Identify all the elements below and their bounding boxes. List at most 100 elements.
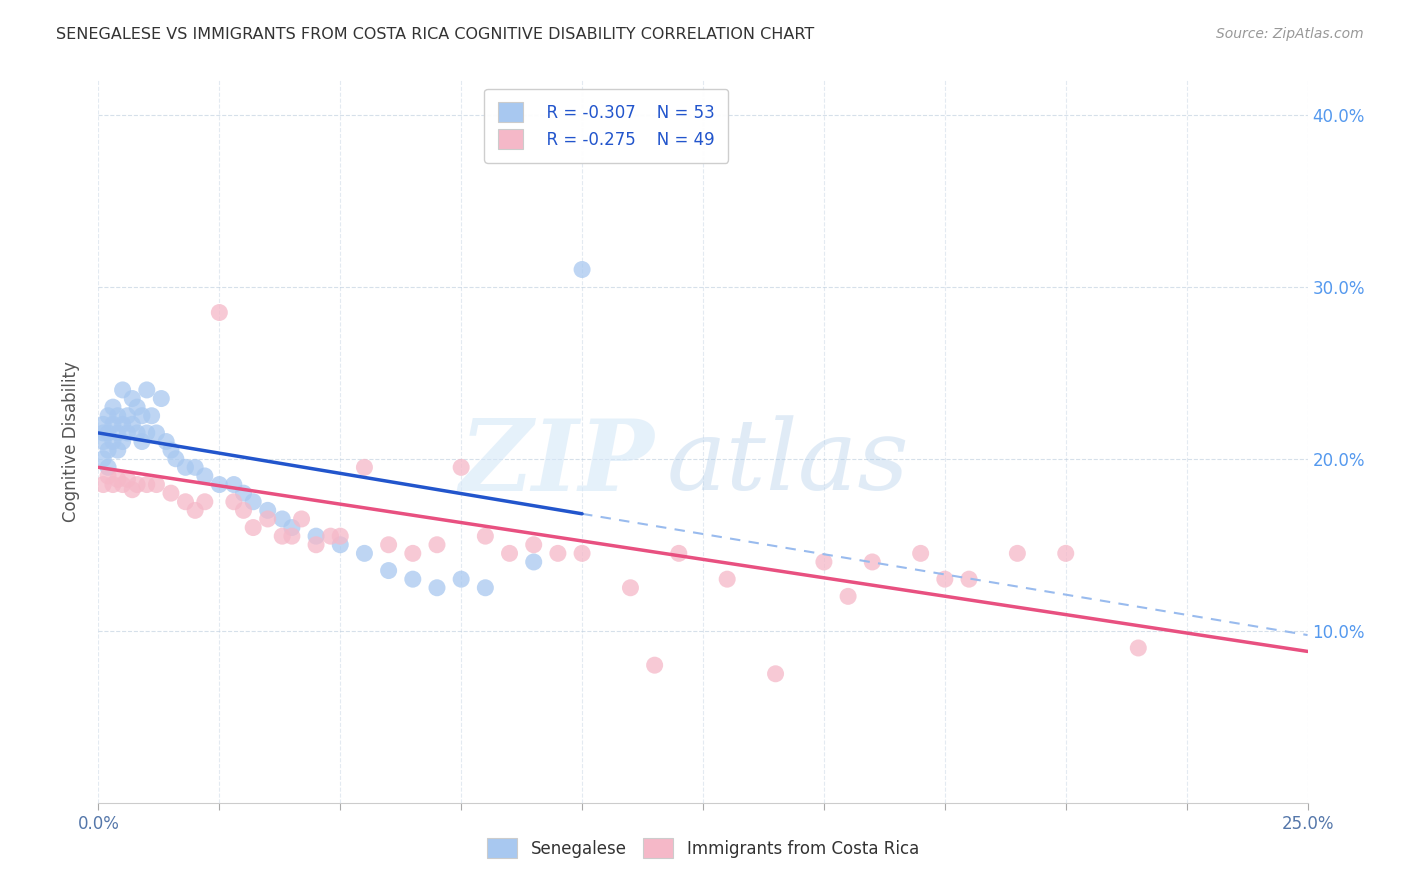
- Point: [242, 520, 264, 534]
- Point: [111, 477, 134, 491]
- Point: [523, 555, 546, 569]
- Point: [281, 529, 304, 543]
- Point: [256, 512, 278, 526]
- Point: [91, 417, 114, 432]
- Point: [377, 564, 399, 578]
- Point: [174, 494, 197, 508]
- Point: [135, 425, 157, 440]
- Point: [353, 460, 375, 475]
- Legend: Senegalese, Immigrants from Costa Rica: Senegalese, Immigrants from Costa Rica: [479, 830, 927, 867]
- Point: [97, 460, 120, 475]
- Point: [474, 581, 496, 595]
- Point: [121, 417, 143, 432]
- Point: [329, 538, 352, 552]
- Point: [402, 546, 425, 560]
- Point: [813, 555, 835, 569]
- Point: [135, 477, 157, 491]
- Point: [377, 538, 399, 552]
- Point: [150, 392, 173, 406]
- Y-axis label: Cognitive Disability: Cognitive Disability: [62, 361, 80, 522]
- Point: [101, 417, 124, 432]
- Point: [91, 425, 114, 440]
- Point: [271, 512, 294, 526]
- Point: [232, 503, 254, 517]
- Point: [222, 477, 245, 491]
- Point: [232, 486, 254, 500]
- Point: [184, 503, 207, 517]
- Point: [111, 434, 134, 449]
- Point: [117, 409, 139, 423]
- Point: [474, 529, 496, 543]
- Point: [111, 417, 134, 432]
- Point: [716, 572, 738, 586]
- Point: [860, 555, 883, 569]
- Point: [222, 494, 245, 508]
- Point: [426, 581, 449, 595]
- Point: [97, 443, 120, 458]
- Point: [101, 477, 124, 491]
- Point: [498, 546, 520, 560]
- Text: ZIP: ZIP: [460, 415, 655, 511]
- Point: [208, 477, 231, 491]
- Point: [121, 392, 143, 406]
- Point: [174, 460, 197, 475]
- Text: atlas: atlas: [666, 416, 910, 511]
- Point: [127, 477, 149, 491]
- Point: [1054, 546, 1077, 560]
- Point: [155, 434, 177, 449]
- Point: [571, 546, 593, 560]
- Point: [160, 486, 183, 500]
- Point: [127, 400, 149, 414]
- Point: [107, 472, 129, 486]
- Point: [194, 494, 217, 508]
- Point: [523, 538, 546, 552]
- Point: [160, 443, 183, 458]
- Point: [107, 409, 129, 423]
- Point: [426, 538, 449, 552]
- Point: [184, 460, 207, 475]
- Point: [547, 546, 569, 560]
- Point: [619, 581, 641, 595]
- Point: [127, 425, 149, 440]
- Point: [97, 409, 120, 423]
- Text: SENEGALESE VS IMMIGRANTS FROM COSTA RICA COGNITIVE DISABILITY CORRELATION CHART: SENEGALESE VS IMMIGRANTS FROM COSTA RICA…: [56, 27, 814, 42]
- Point: [290, 512, 312, 526]
- Point: [194, 469, 217, 483]
- Point: [668, 546, 690, 560]
- Point: [145, 477, 167, 491]
- Point: [107, 443, 129, 458]
- Point: [111, 383, 134, 397]
- Point: [242, 494, 264, 508]
- Point: [765, 666, 787, 681]
- Point: [97, 469, 120, 483]
- Point: [117, 472, 139, 486]
- Point: [957, 572, 980, 586]
- Point: [165, 451, 187, 466]
- Point: [319, 529, 342, 543]
- Point: [91, 434, 114, 449]
- Point: [644, 658, 666, 673]
- Point: [117, 425, 139, 440]
- Point: [97, 425, 120, 440]
- Point: [305, 529, 328, 543]
- Point: [208, 305, 231, 319]
- Point: [101, 434, 124, 449]
- Point: [107, 425, 129, 440]
- Point: [135, 383, 157, 397]
- Point: [121, 483, 143, 497]
- Point: [271, 529, 294, 543]
- Point: [91, 451, 114, 466]
- Point: [281, 520, 304, 534]
- Point: [131, 409, 153, 423]
- Point: [450, 460, 472, 475]
- Point: [329, 529, 352, 543]
- Point: [450, 572, 472, 586]
- Point: [353, 546, 375, 560]
- Text: Source: ZipAtlas.com: Source: ZipAtlas.com: [1216, 27, 1364, 41]
- Point: [402, 572, 425, 586]
- Point: [934, 572, 956, 586]
- Point: [141, 409, 163, 423]
- Point: [256, 503, 278, 517]
- Point: [305, 538, 328, 552]
- Point: [101, 400, 124, 414]
